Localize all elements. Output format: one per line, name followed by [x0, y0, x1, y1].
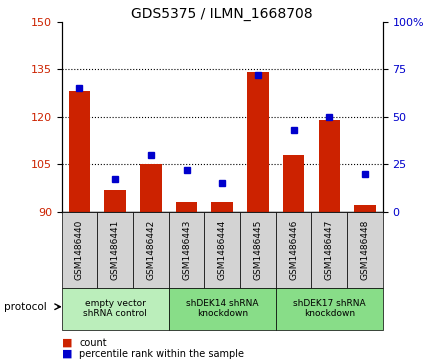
Text: count: count [79, 338, 107, 348]
Bar [169, 212, 204, 287]
Bar [240, 212, 276, 287]
Text: shDEK17 shRNA
knockdown: shDEK17 shRNA knockdown [293, 299, 366, 318]
Text: ■: ■ [62, 349, 72, 359]
Text: GSM1486442: GSM1486442 [147, 220, 155, 280]
Bar [204, 212, 240, 287]
Text: GSM1486441: GSM1486441 [110, 220, 120, 280]
Text: percentile rank within the sample: percentile rank within the sample [79, 349, 244, 359]
Text: GSM1486443: GSM1486443 [182, 220, 191, 280]
Bar [319, 120, 340, 212]
Bar [354, 205, 376, 212]
Text: ■: ■ [62, 338, 72, 348]
Bar [312, 212, 347, 287]
Bar [62, 212, 97, 287]
Bar [97, 212, 133, 287]
Bar [283, 155, 304, 212]
Text: empty vector
shRNA control: empty vector shRNA control [83, 299, 147, 318]
Text: GSM1486440: GSM1486440 [75, 220, 84, 280]
Text: GSM1486446: GSM1486446 [289, 220, 298, 280]
Bar [347, 212, 383, 287]
Bar [276, 287, 383, 330]
Bar [69, 91, 90, 212]
Text: shDEK14 shRNA
knockdown: shDEK14 shRNA knockdown [186, 299, 258, 318]
Text: GSM1486447: GSM1486447 [325, 220, 334, 280]
Text: protocol: protocol [4, 302, 47, 312]
Text: GSM1486445: GSM1486445 [253, 220, 262, 280]
Bar [62, 287, 169, 330]
Bar [169, 287, 276, 330]
Bar [276, 212, 312, 287]
Text: GSM1486444: GSM1486444 [218, 220, 227, 280]
Text: GSM1486448: GSM1486448 [360, 220, 370, 280]
Bar [140, 164, 161, 212]
Bar [176, 202, 197, 212]
Title: GDS5375 / ILMN_1668708: GDS5375 / ILMN_1668708 [132, 7, 313, 21]
Bar [104, 189, 126, 212]
Bar [212, 202, 233, 212]
Bar [247, 73, 268, 212]
Bar [133, 212, 169, 287]
